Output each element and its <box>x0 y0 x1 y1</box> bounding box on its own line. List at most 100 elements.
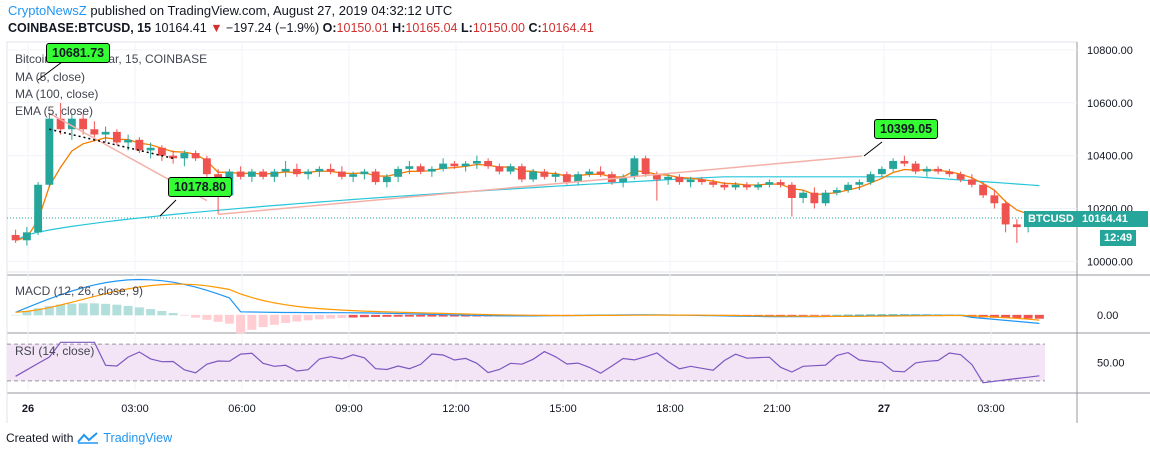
candle-body <box>619 176 628 183</box>
candle-body <box>866 174 875 183</box>
macd-histogram-bar <box>371 314 381 317</box>
candle-body <box>360 171 369 175</box>
symbol-label: COINBASE:BTCUSD, 15 <box>8 21 152 35</box>
macd-histogram-bar <box>146 309 156 316</box>
macd-line <box>15 278 1040 324</box>
candle-body <box>844 184 853 191</box>
macd-histogram-bar <box>776 314 786 316</box>
macd-label: MACD (12, 26, close, 9) <box>15 284 144 298</box>
candle-body <box>292 168 301 175</box>
macd-histogram-bar <box>191 314 201 318</box>
macd-histogram-bar <box>326 314 336 319</box>
tradingview-link[interactable]: TradingView <box>103 431 173 445</box>
candle-body <box>90 129 99 135</box>
candle-body <box>101 131 110 135</box>
macd-histogram-bar <box>843 314 853 316</box>
macd-histogram-bar <box>258 314 268 328</box>
high-value: 10165.04 <box>405 21 458 35</box>
macd-histogram-bar <box>281 314 291 324</box>
macd-histogram-bar <box>134 307 144 316</box>
candle-body <box>742 184 751 188</box>
macd-histogram-bar <box>56 304 66 316</box>
macd-histogram-bar <box>224 314 234 324</box>
x-tick-label: 27 <box>878 403 890 415</box>
candle-body <box>832 190 841 193</box>
callout-pointer <box>37 61 63 81</box>
macd-histogram-bar <box>877 314 887 316</box>
author-name[interactable]: CryptoNewsZ <box>8 3 87 18</box>
macd-histogram-bar <box>427 314 437 317</box>
candle-body <box>450 163 459 167</box>
callout-low: 10178.80 <box>168 177 233 197</box>
macd-histogram-bar <box>854 314 864 316</box>
legend-ma5: MA (5, close) <box>15 70 86 84</box>
macd-histogram-bar <box>112 304 122 316</box>
macd-histogram-bar <box>393 314 403 317</box>
candle-body <box>45 118 54 185</box>
macd-histogram-bar <box>292 314 302 322</box>
ema-line <box>15 137 1040 241</box>
candle-body <box>911 163 920 172</box>
macd-histogram-bar <box>798 314 808 316</box>
candle-body <box>799 192 808 198</box>
candle-body <box>551 174 560 177</box>
candle-body <box>652 174 661 180</box>
macd-histogram-bar <box>359 314 369 318</box>
candle-body <box>439 163 448 169</box>
candle-body <box>427 168 436 172</box>
macd-histogram-bar <box>11 314 21 316</box>
candle-body <box>855 182 864 185</box>
legend-ema: EMA (5, close) <box>15 104 94 118</box>
candle-body <box>34 184 43 233</box>
candle-body <box>382 176 391 183</box>
candle-body <box>202 158 211 175</box>
candle-body <box>596 171 605 175</box>
candle-body <box>709 182 718 185</box>
candle-body <box>686 179 695 183</box>
macd-histogram-bar <box>101 303 111 316</box>
candle-body <box>337 171 346 177</box>
candle-body <box>664 176 673 180</box>
candle-body <box>326 168 335 172</box>
candle-body <box>394 168 403 177</box>
candle-body <box>697 179 706 183</box>
candle-body <box>754 184 763 188</box>
candle-body <box>979 184 988 196</box>
candle-body <box>236 171 245 177</box>
rsi-tick-label: 50.00 <box>1097 358 1125 370</box>
macd-histogram-bar <box>809 314 819 316</box>
macd-histogram-bar <box>449 314 459 317</box>
candle-body <box>281 168 290 172</box>
high-label: H: <box>392 21 406 35</box>
macd-signal-line <box>15 283 1040 321</box>
x-tick-label: 15:00 <box>549 403 577 415</box>
candle-body <box>484 160 493 167</box>
candle-body <box>562 174 571 183</box>
candle-body <box>900 160 909 164</box>
candle-body <box>371 171 380 183</box>
open-value: 10150.01 <box>336 21 389 35</box>
candle-body <box>1001 203 1010 225</box>
macd-histogram-bar <box>67 303 77 316</box>
candle-body <box>776 182 785 185</box>
x-tick-label: 06:00 <box>228 403 256 415</box>
callout-high: 10681.73 <box>46 43 111 63</box>
macd-histogram-bar <box>22 311 32 316</box>
x-tick-label: 03:00 <box>121 403 149 415</box>
published-text: published on TradingView.com, August 27,… <box>90 3 453 18</box>
candle-body <box>315 168 324 172</box>
candle-body <box>169 155 178 159</box>
countdown-tag: 12:49 <box>1100 230 1137 246</box>
trend-line <box>218 155 863 216</box>
candle-body <box>821 192 830 204</box>
macd-histogram-bar <box>89 303 99 316</box>
candle-body <box>934 168 943 172</box>
macd-histogram-bar <box>269 314 279 325</box>
candle-body <box>877 168 886 175</box>
candle-body <box>765 182 774 185</box>
macd-histogram-bar <box>821 314 831 316</box>
candle-body <box>180 153 189 159</box>
x-tick-label: 18:00 <box>656 403 684 415</box>
candle-body <box>585 171 594 175</box>
